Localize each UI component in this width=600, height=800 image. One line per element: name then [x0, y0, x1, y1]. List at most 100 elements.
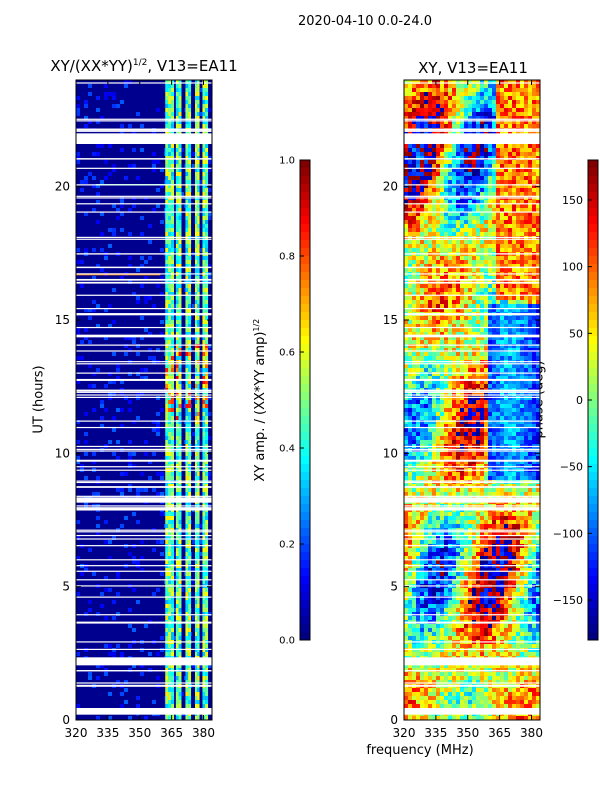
heatmap-cell: [500, 152, 505, 157]
heatmap-cell: [178, 212, 182, 217]
heatmap-cell: [532, 96, 537, 101]
heatmap-cell: [524, 320, 529, 325]
flagged-scan: [76, 195, 212, 197]
heatmap-cell: [504, 220, 509, 225]
heatmap-cell: [165, 404, 169, 409]
heatmap-cell: [404, 216, 409, 221]
heatmap-cell: [488, 320, 493, 325]
heatmap-cell: [508, 192, 513, 197]
heatmap-cell: [168, 212, 172, 217]
heatmap-cell: [476, 100, 481, 105]
heatmap-cell: [175, 576, 179, 581]
heatmap-cell: [195, 296, 198, 301]
heatmap-cell: [185, 208, 189, 213]
heatmap-cell: [412, 112, 417, 117]
heatmap-cell: [436, 124, 441, 129]
heatmap-cell: [205, 424, 209, 429]
flagged-scan: [76, 308, 212, 310]
heatmap-cell: [148, 240, 152, 244]
heatmap-cell: [120, 392, 124, 396]
heatmap-cell: [195, 448, 198, 453]
heatmap-cell: [185, 80, 189, 85]
heatmap-cell: [524, 224, 529, 229]
heatmap-cell: [185, 524, 189, 529]
heatmap-cell: [436, 276, 441, 281]
colorbar-segment: [300, 496, 310, 505]
heatmap-cell: [532, 168, 537, 173]
heatmap-cell: [170, 696, 175, 701]
heatmap-cell: [444, 104, 449, 109]
colorbar-tick-label: 0.4: [279, 444, 295, 455]
heatmap-cell: [476, 92, 481, 97]
heatmap-cell: [178, 460, 182, 465]
flagged-scan: [76, 579, 212, 581]
heatmap-cell: [168, 412, 172, 417]
heatmap-cell: [185, 592, 189, 597]
heatmap-cell: [468, 268, 473, 273]
heatmap-cell: [152, 208, 156, 212]
heatmap-cell: [516, 192, 521, 197]
heatmap-cell: [520, 212, 525, 217]
heatmap-cell: [170, 576, 175, 581]
heatmap-cell: [165, 604, 169, 609]
heatmap-cell: [180, 148, 184, 152]
heatmap-cell: [412, 296, 417, 301]
heatmap-cell: [528, 260, 533, 265]
heatmap-cell: [416, 124, 421, 129]
heatmap-cell: [488, 324, 493, 329]
heatmap-cell: [165, 488, 169, 493]
heatmap-cell: [197, 688, 200, 693]
heatmap-cell: [516, 292, 521, 297]
heatmap-cell: [168, 432, 172, 437]
heatmap-cell: [178, 320, 182, 325]
heatmap-cell: [202, 88, 206, 93]
heatmap-cell: [165, 568, 169, 573]
heatmap-cell: [488, 116, 493, 121]
flagged-scan: [76, 448, 212, 450]
heatmap-cell: [404, 260, 409, 265]
heatmap-cell: [76, 160, 80, 164]
heatmap-cell: [508, 120, 513, 125]
heatmap-cell: [168, 572, 172, 577]
heatmap-cell: [202, 696, 206, 701]
heatmap-cell: [165, 96, 169, 101]
heatmap-cell: [108, 692, 112, 696]
heatmap-cell: [468, 192, 473, 197]
heatmap-cell: [412, 216, 417, 221]
heatmap-cell: [185, 416, 189, 421]
heatmap-cell: [468, 88, 473, 93]
heatmap-cell: [80, 572, 84, 576]
heatmap-cell: [170, 512, 175, 517]
flagged-scan: [76, 379, 212, 381]
heatmap-cell: [480, 240, 485, 245]
heatmap-cell: [460, 320, 465, 325]
heatmap-cell: [456, 184, 461, 189]
heatmap-cell: [440, 108, 445, 113]
heatmap-cell: [197, 576, 200, 581]
heatmap-cell: [84, 116, 88, 120]
heatmap-cell: [195, 116, 198, 121]
heatmap-cell: [456, 268, 461, 273]
heatmap-cell: [205, 316, 209, 321]
heatmap-cell: [484, 292, 489, 297]
heatmap-cell: [504, 324, 509, 329]
heatmap-cell: [202, 376, 206, 381]
heatmap-cell: [516, 328, 521, 333]
heatmap-cell: [512, 228, 517, 233]
heatmap-cell: [175, 456, 179, 461]
heatmap-cell: [104, 84, 108, 88]
heatmap-cell: [416, 348, 421, 353]
heatmap-cell: [508, 320, 513, 325]
heatmap-cell: [516, 236, 521, 241]
heatmap-cell: [492, 292, 497, 297]
heatmap-cell: [512, 240, 517, 245]
heatmap-cell: [144, 368, 148, 372]
heatmap-cell: [516, 80, 521, 85]
heatmap-cell: [205, 680, 209, 685]
heatmap-cell: [188, 440, 192, 445]
heatmap-cell: [175, 260, 179, 265]
heatmap-cell: [168, 148, 172, 153]
heatmap-cell: [170, 476, 175, 481]
heatmap-cell: [528, 160, 533, 165]
heatmap-cell: [165, 644, 169, 649]
